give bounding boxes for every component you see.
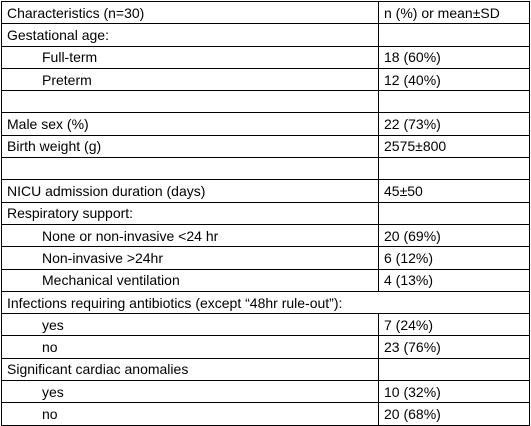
header-row: Characteristics (n=30) n (%) or mean±SD bbox=[1, 0, 530, 25]
label-cell: Gestational age: bbox=[1, 23, 379, 47]
value-cell: 10 (32%) bbox=[378, 380, 530, 404]
label-cell: Non-invasive >24hr bbox=[1, 246, 379, 270]
value-cell bbox=[378, 357, 530, 382]
table-row: Non-invasive >24hr 6 (12%) bbox=[1, 246, 530, 270]
value-cell bbox=[378, 23, 530, 47]
label-cell: Respiratory support: bbox=[1, 201, 379, 225]
value-cell bbox=[378, 157, 530, 181]
value-cell: 2575±800 bbox=[378, 134, 530, 159]
label-cell: Preterm bbox=[1, 67, 379, 92]
table-row bbox=[1, 157, 530, 181]
value-cell bbox=[378, 90, 530, 114]
label-cell: NICU admission duration (days) bbox=[1, 179, 379, 203]
label-cell: Full-term bbox=[1, 45, 379, 69]
value-cell: 23 (76%) bbox=[378, 335, 530, 359]
label-cell bbox=[1, 157, 379, 181]
label-cell bbox=[1, 90, 379, 114]
label-cell: no bbox=[1, 335, 379, 359]
label-cell: yes bbox=[1, 380, 379, 404]
table-row: Birth weight (g) 2575±800 bbox=[1, 134, 530, 159]
table-row bbox=[1, 90, 530, 114]
header-cell: n (%) or mean±SD bbox=[378, 0, 530, 25]
table-row: Mechanical ventilation 4 (13%) bbox=[1, 268, 530, 292]
value-cell: 45±50 bbox=[378, 179, 530, 203]
table-row: Significant cardiac anomalies bbox=[1, 357, 530, 382]
table-row: no 23 (76%) bbox=[1, 335, 530, 359]
value-cell bbox=[378, 201, 530, 225]
table-row: Preterm 12 (40%) bbox=[1, 67, 530, 92]
table-row: yes 7 (24%) bbox=[1, 313, 530, 337]
label-cell: yes bbox=[1, 313, 379, 337]
table-row: Male sex (%) 22 (73%) bbox=[1, 112, 530, 136]
table-row: Infections requiring antibiotics (except… bbox=[1, 290, 530, 315]
value-cell: 6 (12%) bbox=[378, 246, 530, 270]
label-cell: Infections requiring antibiotics (except… bbox=[1, 290, 530, 315]
label-cell: Significant cardiac anomalies bbox=[1, 357, 379, 382]
value-cell: 4 (13%) bbox=[378, 268, 530, 292]
value-cell: 20 (69%) bbox=[378, 223, 530, 248]
label-cell: Mechanical ventilation bbox=[1, 268, 379, 292]
table-row: yes 10 (32%) bbox=[1, 380, 530, 404]
value-cell: 12 (40%) bbox=[378, 67, 530, 92]
table-row: Respiratory support: bbox=[1, 201, 530, 225]
table-row: None or non-invasive <24 hr 20 (69%) bbox=[1, 223, 530, 248]
value-cell: 22 (73%) bbox=[378, 112, 530, 136]
header-cell: Characteristics (n=30) bbox=[1, 0, 379, 25]
value-cell: 18 (60%) bbox=[378, 45, 530, 69]
table-row: Gestational age: bbox=[1, 23, 530, 47]
label-cell: None or non-invasive <24 hr bbox=[1, 223, 379, 248]
label-cell: Male sex (%) bbox=[1, 112, 379, 136]
table-row: no 20 (68%) bbox=[1, 402, 530, 426]
table-row: Full-term 18 (60%) bbox=[1, 45, 530, 69]
label-cell: no bbox=[1, 402, 379, 426]
value-cell: 20 (68%) bbox=[378, 402, 530, 426]
label-cell: Birth weight (g) bbox=[1, 134, 379, 159]
table-row: NICU admission duration (days) 45±50 bbox=[1, 179, 530, 203]
value-cell: 7 (24%) bbox=[378, 313, 530, 337]
